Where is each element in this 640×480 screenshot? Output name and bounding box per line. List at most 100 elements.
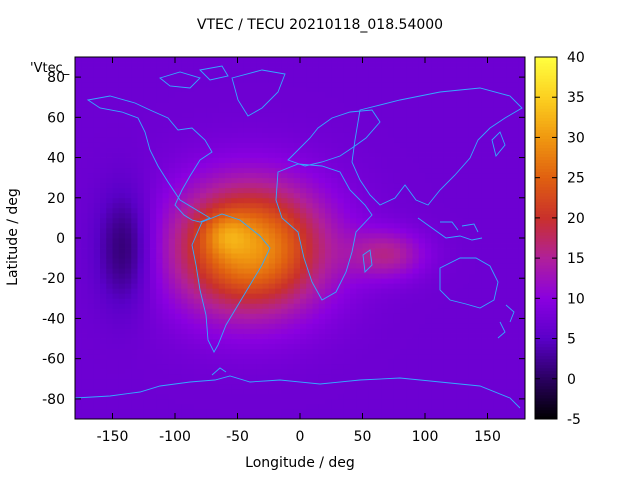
heatmap-cell xyxy=(256,112,263,118)
heatmap-cell xyxy=(437,187,445,194)
heatmap-cell xyxy=(231,192,238,199)
heatmap-cell xyxy=(193,72,201,78)
heatmap-cell xyxy=(368,283,376,289)
heatmap-cell xyxy=(325,238,332,244)
heatmap-cell xyxy=(243,273,251,279)
heatmap-cell xyxy=(368,278,376,284)
heatmap-cell xyxy=(206,238,213,244)
heatmap-cell xyxy=(418,383,426,390)
heatmap-cell xyxy=(500,378,507,385)
heatmap-cell xyxy=(262,248,270,254)
heatmap-cell xyxy=(418,72,426,78)
heatmap-cell xyxy=(300,157,307,163)
heatmap-cell xyxy=(487,172,495,179)
heatmap-cell xyxy=(343,283,351,289)
heatmap-cell xyxy=(325,358,332,365)
heatmap-cell xyxy=(468,323,476,329)
heatmap-cell xyxy=(343,243,351,249)
heatmap-cell xyxy=(237,152,245,158)
heatmap-cell xyxy=(162,147,170,153)
heatmap-cell xyxy=(231,298,238,304)
heatmap-cell xyxy=(400,258,407,264)
heatmap-cell xyxy=(487,232,495,239)
heatmap-cell xyxy=(75,378,82,385)
heatmap-cell xyxy=(275,353,282,360)
heatmap-cell xyxy=(462,167,470,174)
heatmap-cell xyxy=(193,182,201,189)
heatmap-cell xyxy=(293,147,301,153)
heatmap-cell xyxy=(500,122,507,128)
heatmap-cell xyxy=(100,273,107,279)
heatmap-cell xyxy=(393,313,401,319)
heatmap-cell xyxy=(175,258,182,264)
heatmap-cell xyxy=(281,248,288,254)
heatmap-cell xyxy=(156,263,163,269)
heatmap-cell xyxy=(475,182,482,189)
heatmap-cell xyxy=(131,338,138,344)
heatmap-cell xyxy=(150,67,157,73)
heatmap-cell xyxy=(437,87,445,93)
heatmap-cell xyxy=(75,57,82,63)
heatmap-cell xyxy=(112,232,120,239)
heatmap-cell xyxy=(325,303,332,309)
heatmap-cell xyxy=(406,72,413,78)
heatmap-cell xyxy=(387,383,395,390)
heatmap-cell xyxy=(243,363,251,370)
heatmap-cell xyxy=(400,313,407,319)
heatmap-cell xyxy=(106,82,113,88)
heatmap-cell xyxy=(437,333,445,339)
heatmap-cell xyxy=(175,97,182,103)
heatmap-cell xyxy=(362,187,370,194)
heatmap-cell xyxy=(468,212,476,219)
heatmap-cell xyxy=(381,192,388,199)
heatmap-cell xyxy=(262,67,270,73)
heatmap-cell xyxy=(87,328,95,334)
heatmap-cell xyxy=(381,358,388,365)
heatmap-cell xyxy=(312,243,320,249)
heatmap-cell xyxy=(187,273,195,279)
heatmap-cell xyxy=(475,162,482,169)
heatmap-cell xyxy=(356,72,363,78)
heatmap-cell xyxy=(250,388,257,395)
heatmap-cell xyxy=(150,288,157,294)
heatmap-cell xyxy=(475,227,482,234)
heatmap-cell xyxy=(287,373,295,380)
heatmap-cell xyxy=(356,157,363,163)
heatmap-cell xyxy=(350,117,357,123)
heatmap-cell xyxy=(262,62,270,68)
heatmap-cell xyxy=(300,338,307,344)
heatmap-cell xyxy=(168,212,176,219)
heatmap-cell xyxy=(193,192,201,199)
heatmap-cell xyxy=(181,298,188,304)
heatmap-cell xyxy=(187,202,195,209)
heatmap-cell xyxy=(193,368,201,375)
heatmap-cell xyxy=(218,298,226,304)
heatmap-cell xyxy=(506,373,513,380)
heatmap-cell xyxy=(75,67,82,73)
heatmap-cell xyxy=(412,388,420,395)
heatmap-cell xyxy=(143,187,151,194)
heatmap-cell xyxy=(387,197,395,204)
heatmap-cell xyxy=(268,102,276,108)
heatmap-cell xyxy=(412,182,420,189)
heatmap-cell xyxy=(281,147,288,153)
heatmap-cell xyxy=(412,358,420,365)
heatmap-cell xyxy=(268,318,276,324)
heatmap-cell xyxy=(506,383,513,390)
heatmap-cell xyxy=(468,353,476,360)
heatmap-cell xyxy=(356,383,363,390)
heatmap-cell xyxy=(300,238,307,244)
heatmap-cell xyxy=(462,273,470,279)
heatmap-cell xyxy=(318,112,326,118)
heatmap-cell xyxy=(168,147,176,153)
heatmap-cell xyxy=(281,348,288,355)
heatmap-cell xyxy=(312,172,320,179)
heatmap-cell xyxy=(443,222,451,229)
heatmap-cell xyxy=(237,393,245,400)
heatmap-cell xyxy=(362,263,370,269)
heatmap-cell xyxy=(437,273,445,279)
heatmap-cell xyxy=(212,378,220,385)
heatmap-cell xyxy=(381,117,388,123)
heatmap-cell xyxy=(106,238,113,244)
heatmap-cell xyxy=(181,323,188,329)
